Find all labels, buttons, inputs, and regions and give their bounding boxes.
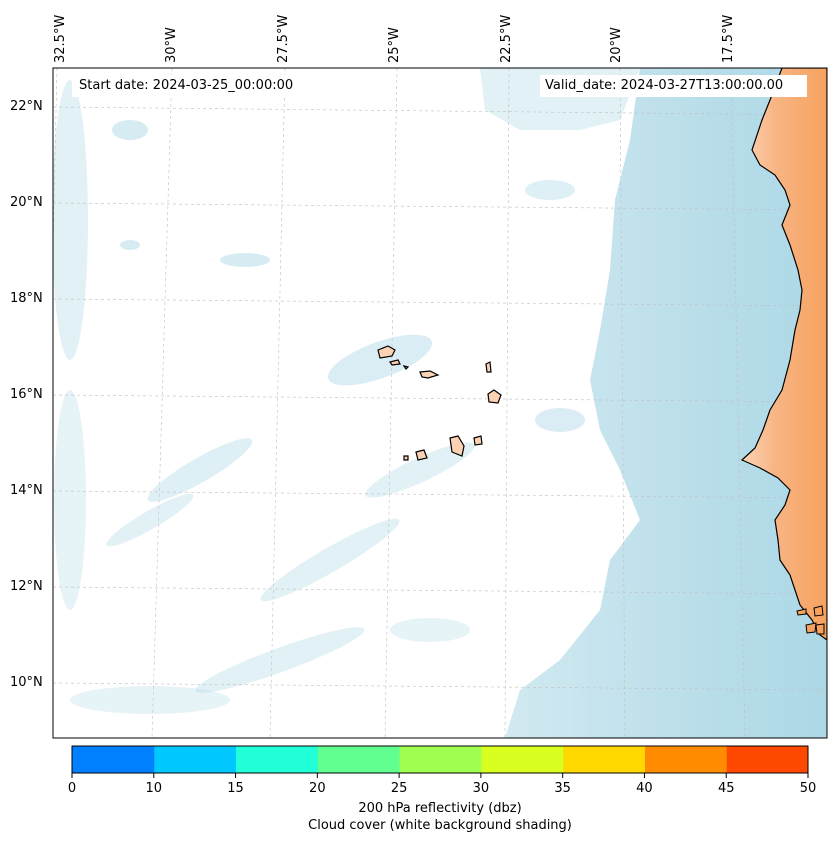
colorbar-tick-label: 50 (799, 781, 817, 796)
colorbar-tick-label: 10 (145, 781, 163, 796)
colorbar-segment (644, 746, 727, 773)
colorbar-segment (72, 746, 155, 773)
colorbar-label-line1: 200 hPa reflectivity (dbz) (358, 801, 522, 816)
map-frame (52, 67, 828, 739)
longitude-label: 27.5°W (276, 14, 291, 63)
latitude-label: 20°N (10, 195, 43, 210)
latitude-label: 12°N (10, 579, 43, 594)
valid-date-label: Valid_date: 2024-03-27T13:00:00.00 (540, 75, 807, 97)
latitude-label: 14°N (10, 483, 43, 498)
colorbar-tick-label: 45 (717, 781, 735, 796)
latitude-label: 18°N (10, 291, 43, 306)
colorbar-tick-label: 15 (227, 781, 244, 796)
latitude-label: 16°N (10, 387, 43, 402)
longitude-label: 25°W (387, 27, 402, 63)
cloud-cover-shading (53, 68, 827, 738)
latitude-label: 22°N (10, 99, 43, 114)
latitude-label: 10°N (10, 675, 43, 690)
colorbar-tick-label: 0 (67, 781, 77, 796)
colorbar-tick-label: 25 (390, 781, 408, 796)
west-africa-land (740, 68, 827, 641)
cape-verde-islands (377, 345, 502, 461)
bijagos-islands (796, 605, 825, 635)
colorbar-tick-label: 30 (472, 781, 490, 796)
colorbar-label-line2: Cloud cover (white background shading) (308, 818, 572, 833)
colorbar-tick-label: 20 (309, 781, 326, 796)
longitude-label: 22.5°W (499, 14, 514, 63)
colorbar-segment (317, 746, 400, 773)
graticule (53, 68, 827, 738)
colorbar-tick-label: 35 (554, 781, 571, 796)
longitude-label: 32.5°W (53, 14, 68, 63)
colorbar-tick-label: 40 (636, 781, 653, 796)
longitude-label: 17.5°W (721, 14, 736, 63)
colorbar-segment (235, 746, 318, 773)
colorbar-segment (399, 746, 482, 773)
colorbar (71, 745, 809, 778)
longitude-label: 20°W (609, 27, 624, 63)
start-date-label: Start date: 2024-03-25_00:00:00 (72, 75, 349, 97)
colorbar-segment (153, 746, 237, 773)
colorbar-frame (71, 745, 809, 774)
colorbar-segment (726, 746, 809, 773)
longitude-label: 30°W (164, 27, 179, 63)
colorbar-segment (480, 746, 564, 773)
colorbar-segment (562, 746, 645, 773)
